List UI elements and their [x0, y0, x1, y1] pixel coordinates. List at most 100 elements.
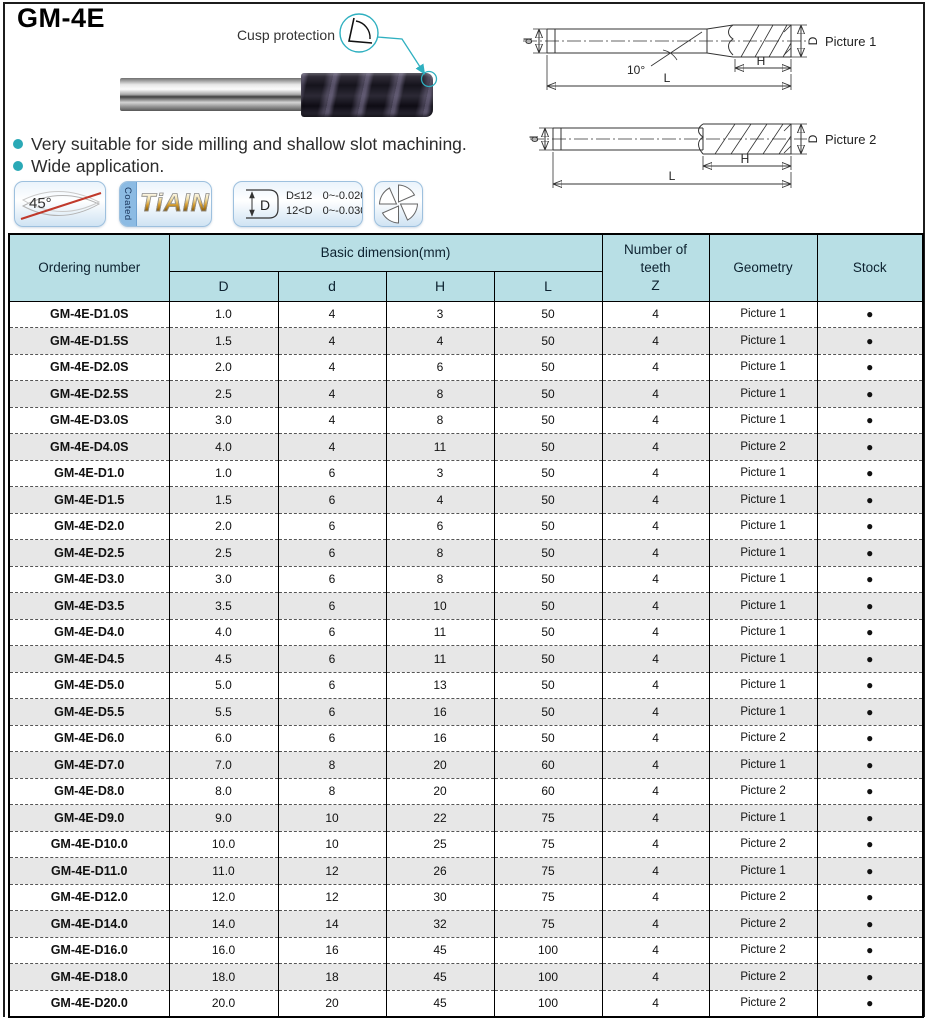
cell-stock-dot: ●: [816, 406, 924, 434]
cell-flute-length: 16: [385, 698, 494, 725]
cell-flute-length: 8: [385, 539, 494, 566]
cell-geometry: Picture 2: [708, 989, 818, 1017]
cell-cutting-diameter: 3.0: [168, 565, 278, 593]
cell-stock-dot: ●: [816, 830, 924, 858]
cell-cutting-diameter: 1.0: [168, 300, 278, 328]
helix-angle-badge: 45°: [14, 181, 106, 227]
cell-overall-length: 100: [493, 963, 603, 990]
cell-number-of-teeth: 4: [601, 671, 710, 699]
cell-ordering-number: GM-4E-D9.0: [8, 804, 169, 831]
cell-ordering-number: GM-4E-D4.0: [8, 618, 169, 646]
cell-number-of-teeth: 4: [601, 883, 710, 911]
picture2-label: Picture 2: [825, 132, 876, 147]
tolerance-values: D≤12 0~-0.020 12<D 0~-0.030: [286, 189, 363, 219]
cell-flute-length: 10: [385, 592, 494, 619]
cell-ordering-number: GM-4E-D3.5: [8, 592, 169, 619]
cell-ordering-number: GM-4E-D4.0S: [8, 433, 169, 460]
cell-overall-length: 50: [493, 698, 603, 725]
cell-overall-length: 75: [493, 883, 603, 911]
cell-geometry: Picture 2: [708, 830, 818, 858]
cell-shank-diameter: 12: [277, 857, 386, 884]
cell-ordering-number: GM-4E-D4.5: [8, 645, 169, 672]
header-L: L: [493, 270, 603, 302]
dim-d-label-p2: d: [527, 136, 541, 143]
cell-flute-length: 32: [385, 910, 494, 937]
cell-number-of-teeth: 4: [601, 300, 710, 328]
cell-ordering-number: GM-4E-D12.0: [8, 883, 169, 911]
bullet-icon: [13, 139, 23, 149]
cell-number-of-teeth: 4: [601, 645, 710, 672]
dim-L-label-p1: L: [664, 71, 671, 85]
cell-stock-dot: ●: [816, 512, 924, 540]
cell-geometry: Picture 1: [708, 698, 818, 725]
cell-flute-length: 20: [385, 777, 494, 805]
table-row: GM-4E-D8.0 8.0 8 20 60 4 Picture 2 ●: [8, 777, 924, 805]
cell-ordering-number: GM-4E-D2.0: [8, 512, 169, 540]
cell-overall-length: 50: [493, 406, 603, 434]
cell-cutting-diameter: 8.0: [168, 777, 278, 805]
cell-geometry: Picture 1: [708, 459, 818, 487]
cell-ordering-number: GM-4E-D2.5: [8, 539, 169, 566]
cell-ordering-number: GM-4E-D6.0: [8, 724, 169, 752]
cell-stock-dot: ●: [816, 883, 924, 911]
cell-stock-dot: ●: [816, 327, 924, 354]
cell-stock-dot: ●: [816, 645, 924, 672]
cell-overall-length: 60: [493, 751, 603, 778]
cell-flute-length: 3: [385, 459, 494, 487]
cell-flute-length: 13: [385, 671, 494, 699]
dim-H-label-p1: H: [757, 54, 766, 68]
cell-overall-length: 75: [493, 857, 603, 884]
table-row: GM-4E-D18.0 18.0 18 45 100 4 Picture 2 ●: [8, 963, 924, 990]
cell-geometry: Picture 2: [708, 433, 818, 460]
cell-cutting-diameter: 11.0: [168, 857, 278, 884]
cell-number-of-teeth: 4: [601, 353, 710, 381]
table-row: GM-4E-D2.0 2.0 6 6 50 4 Picture 1 ●: [8, 512, 924, 540]
cell-overall-length: 75: [493, 910, 603, 937]
cell-flute-length: 20: [385, 751, 494, 778]
cell-shank-diameter: 4: [277, 380, 386, 407]
cell-shank-diameter: 16: [277, 936, 386, 964]
cell-cutting-diameter: 7.0: [168, 751, 278, 778]
cell-cutting-diameter: 2.0: [168, 512, 278, 540]
cell-flute-length: 45: [385, 963, 494, 990]
cell-stock-dot: ●: [816, 565, 924, 593]
cell-ordering-number: GM-4E-D5.0: [8, 671, 169, 699]
cell-shank-diameter: 4: [277, 433, 386, 460]
feature-list: Very suitable for side milling and shall…: [13, 133, 467, 177]
cell-stock-dot: ●: [816, 777, 924, 805]
cell-geometry: Picture 2: [708, 883, 818, 911]
cell-flute-length: 22: [385, 804, 494, 831]
cell-shank-diameter: 12: [277, 883, 386, 911]
table-row: GM-4E-D4.5 4.5 6 11 50 4 Picture 1 ●: [8, 645, 924, 672]
cell-geometry: Picture 2: [708, 936, 818, 964]
diameter-tolerance-icon: D: [246, 189, 279, 219]
cusp-protection-callout: Cusp protection: [237, 13, 438, 88]
tolerance-badge: D D≤12 0~-0.020 12<D 0~-0.030: [233, 181, 363, 227]
tolerance-symbol: D: [260, 197, 270, 213]
table-row: GM-4E-D3.5 3.5 6 10 50 4 Picture 1 ●: [8, 592, 924, 619]
callout-target-circle: [420, 70, 438, 88]
cell-shank-diameter: 6: [277, 539, 386, 566]
cell-cutting-diameter: 2.5: [168, 380, 278, 407]
coating-badge: Coated TiAIN: [119, 181, 212, 227]
cell-geometry: Picture 1: [708, 300, 818, 328]
cell-shank-diameter: 6: [277, 565, 386, 593]
cell-cutting-diameter: 5.0: [168, 671, 278, 699]
cell-flute-length: 8: [385, 406, 494, 434]
cell-shank-diameter: 4: [277, 353, 386, 381]
tolerance-val2: 0~-0.030: [322, 205, 363, 217]
endmill-flutes: [301, 73, 433, 117]
cell-cutting-diameter: 4.0: [168, 618, 278, 646]
cell-stock-dot: ●: [816, 910, 924, 937]
cell-stock-dot: ●: [816, 486, 924, 513]
cell-number-of-teeth: 4: [601, 910, 710, 937]
cell-overall-length: 75: [493, 804, 603, 831]
cell-stock-dot: ●: [816, 671, 924, 699]
cell-overall-length: 50: [493, 539, 603, 566]
cell-shank-diameter: 6: [277, 645, 386, 672]
taper-angle-label: 10°: [627, 63, 645, 77]
callout-leader-line: [376, 36, 426, 75]
table-row: GM-4E-D9.0 9.0 10 22 75 4 Picture 1 ●: [8, 804, 924, 831]
cell-ordering-number: GM-4E-D1.5: [8, 486, 169, 513]
